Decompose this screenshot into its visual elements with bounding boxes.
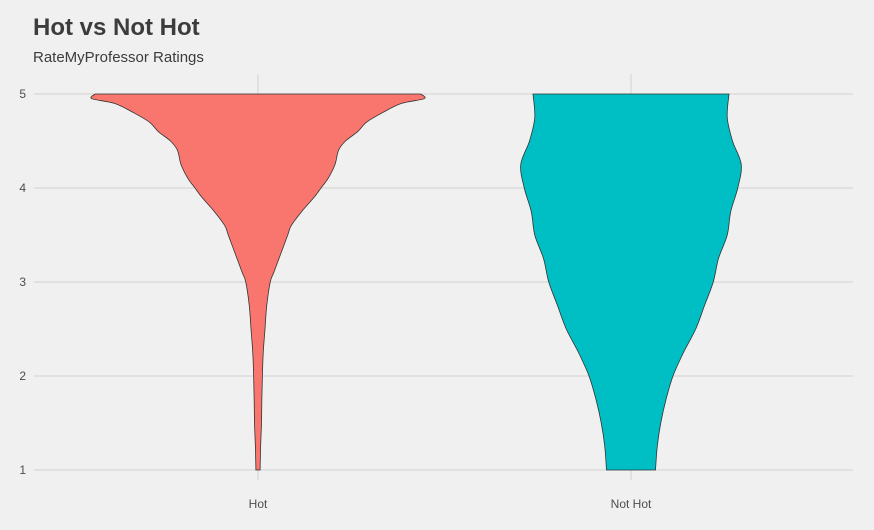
- chart-subtitle: RateMyProfessor Ratings: [33, 49, 204, 66]
- x-tick-label: Hot: [249, 497, 268, 511]
- violin-hot: [90, 93, 426, 471]
- violin-not-hot: [520, 93, 742, 471]
- violin-layer: [90, 93, 742, 471]
- y-tick-label: 1: [19, 463, 26, 477]
- chart-title: Hot vs Not Hot: [33, 14, 200, 41]
- axis-layer: 1 2 3 4 5 Hot Not Hot: [19, 87, 652, 511]
- y-tick-label: 2: [19, 369, 26, 383]
- y-tick-label: 4: [19, 181, 26, 195]
- y-tick-label: 5: [19, 87, 26, 101]
- y-tick-label: 3: [19, 275, 26, 289]
- x-tick-label: Not Hot: [611, 497, 652, 511]
